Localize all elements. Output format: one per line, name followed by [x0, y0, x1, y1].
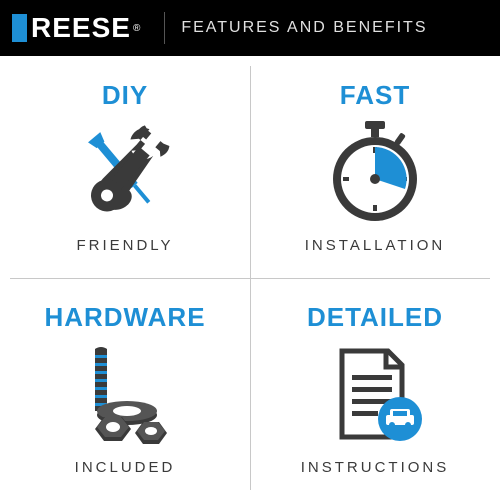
feature-cell-diy: DIY: [0, 56, 250, 278]
stopwatch-icon: [325, 119, 425, 229]
feature-subtitle: INSTALLATION: [305, 237, 445, 254]
feature-title: DIY: [102, 80, 148, 111]
feature-subtitle: FRIENDLY: [76, 237, 173, 254]
feature-cell-fast: FAST INSTALLATION: [250, 56, 500, 278]
feature-title: FAST: [340, 80, 410, 111]
logo-accent-block: [12, 14, 27, 42]
feature-title: DETAILED: [307, 302, 443, 333]
feature-title: HARDWARE: [44, 302, 205, 333]
feature-subtitle: INCLUDED: [75, 459, 176, 476]
document-icon: [320, 341, 430, 451]
header-bar: REESE ® FEATURES AND BENEFITS: [0, 0, 500, 56]
feature-subtitle: INSTRUCTIONS: [301, 459, 450, 476]
feature-cell-hardware: HARDWARE: [0, 278, 250, 500]
brand-name: REESE: [31, 12, 131, 44]
features-grid: DIY: [0, 56, 500, 500]
registered-mark: ®: [133, 23, 140, 34]
header-divider: [164, 12, 165, 44]
tools-icon: [70, 119, 180, 229]
bolt-nut-icon: [65, 341, 185, 451]
header-subtitle: FEATURES AND BENEFITS: [181, 19, 427, 37]
feature-cell-detailed: DETAILED INSTRUCTIONS: [250, 278, 500, 500]
